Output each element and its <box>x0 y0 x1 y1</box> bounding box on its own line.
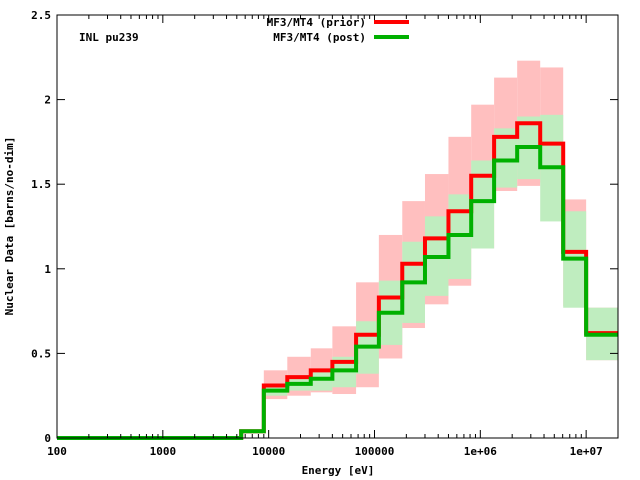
x-tick-label-3: 100000 <box>355 445 395 458</box>
x-tick-label-1: 1000 <box>150 445 177 458</box>
x-tick-label-5: 1e+07 <box>570 445 603 458</box>
band-post-bin-11 <box>471 160 495 249</box>
legend-label-post: MF3/MT4 (post) <box>273 31 366 44</box>
plot-frame <box>56 14 619 439</box>
legend: MF3/MT4 (prior) MF3/MT4 (post) <box>267 16 409 44</box>
y-tick-label-3: 1.5 <box>31 178 51 191</box>
tick-labels: 100 1000 10000 100000 1e+06 1e+07 0 0.5 1 1.5 2 2.5 <box>31 9 603 458</box>
x-tick-label-0: 100 <box>47 445 67 458</box>
x-tick-label-2: 10000 <box>252 445 285 458</box>
series-line-prior <box>57 121 618 440</box>
series-lines <box>57 121 618 440</box>
y-tick-label-1: 0.5 <box>31 347 51 360</box>
y-tick-label-2: 1 <box>44 263 51 276</box>
y-tick-label-4: 2 <box>44 94 51 107</box>
y-tick-label-5: 2.5 <box>31 9 51 22</box>
band-post-bin-12 <box>494 128 518 188</box>
legend-label-prior: MF3/MT4 (prior) <box>267 16 366 29</box>
annotation-label: INL pu239 <box>79 31 139 44</box>
x-axis-label: Energy [eV] <box>302 464 375 477</box>
y-axis-label: Nuclear Data [barns/no-dim] <box>3 137 16 316</box>
y-tick-label-0: 0 <box>44 432 51 445</box>
axis-ticks <box>56 14 619 439</box>
x-tick-label-4: 1e+06 <box>464 445 497 458</box>
series-line-post <box>57 144 618 440</box>
